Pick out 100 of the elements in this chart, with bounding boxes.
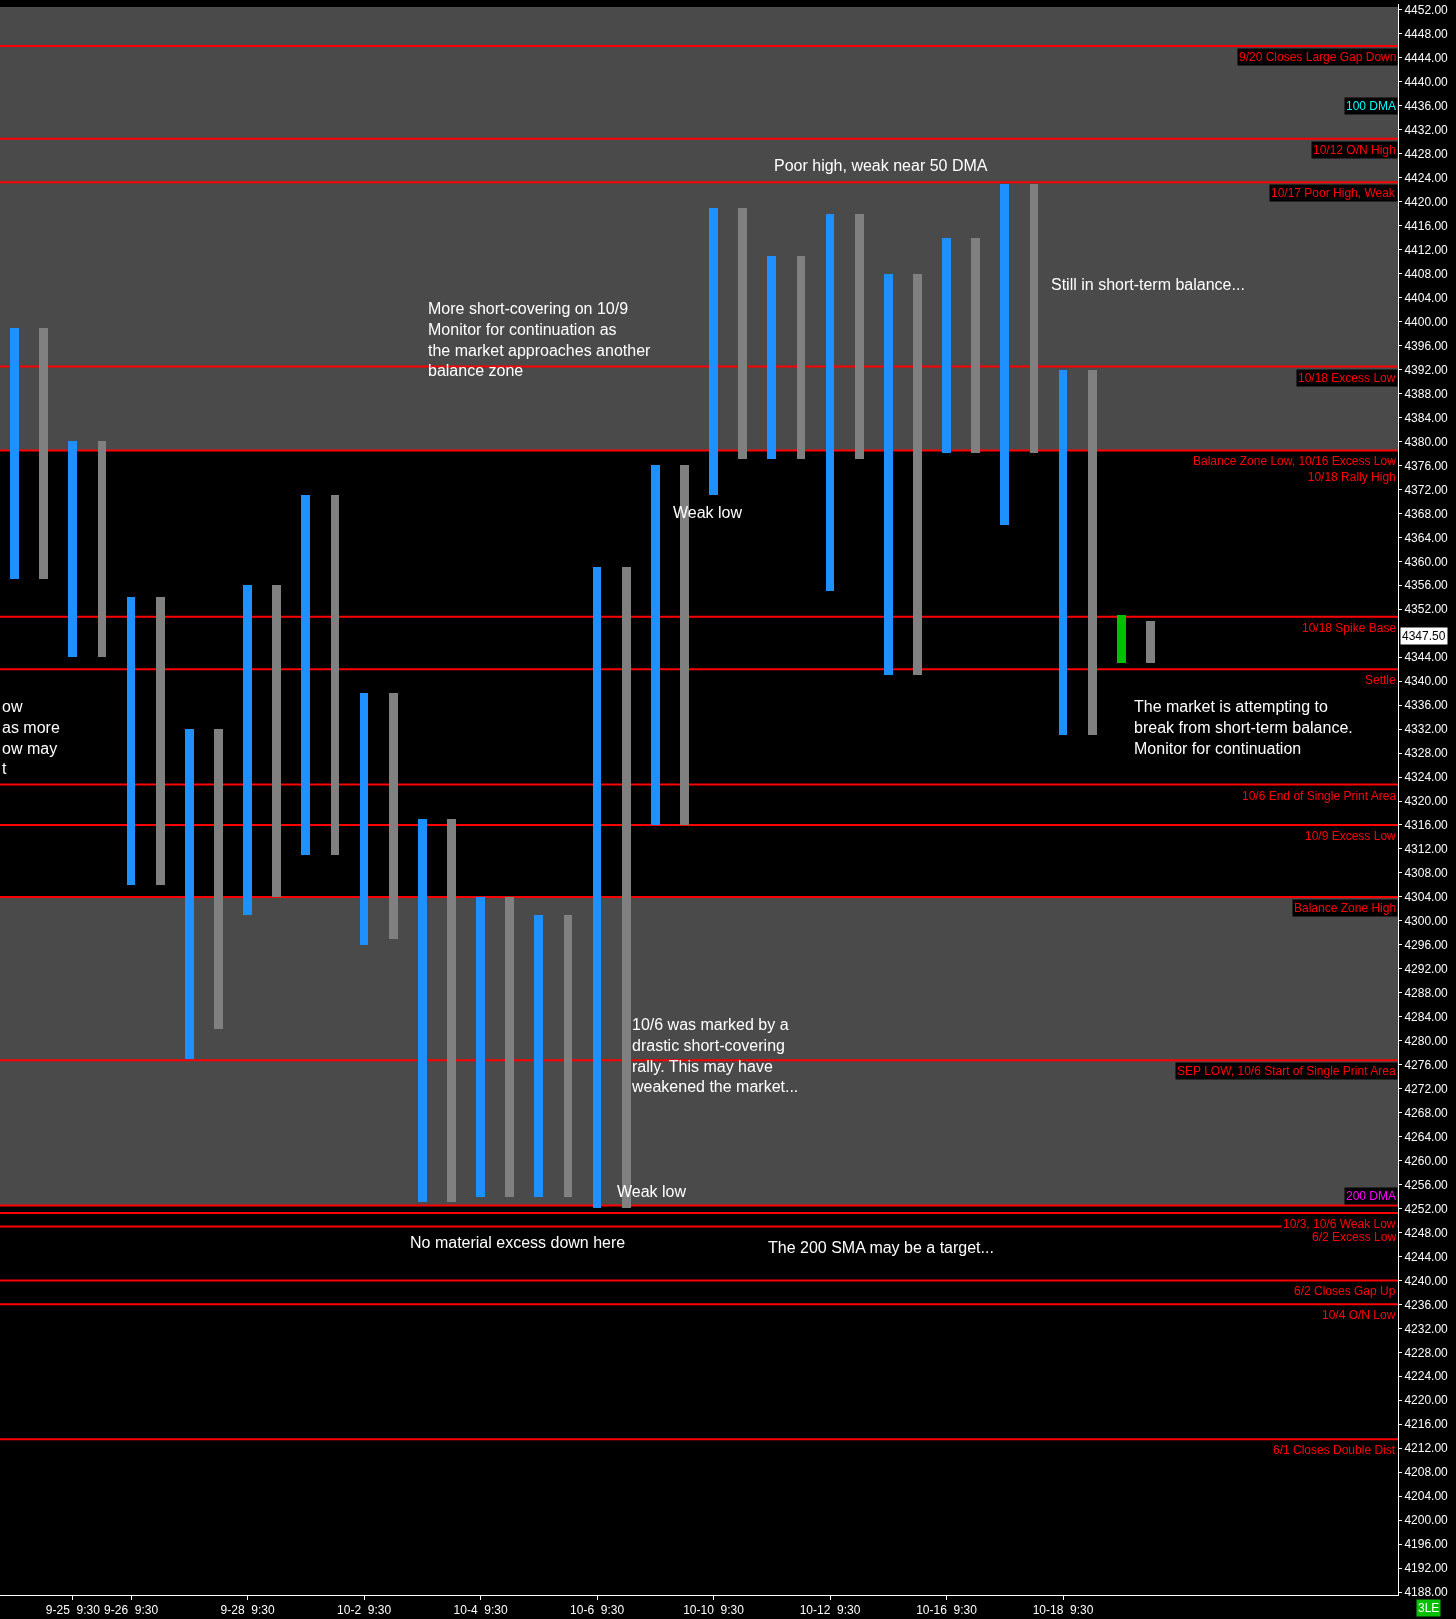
y-tick-label: 4320.00 (1404, 794, 1449, 809)
bar (331, 495, 339, 855)
bar (447, 819, 456, 1202)
y-tick-label: 4272.00 (1404, 1081, 1449, 1096)
y-tick-label: 4444.00 (1404, 51, 1449, 66)
bar (1030, 184, 1038, 453)
annotation: Poor high, weak near 50 DMA (774, 157, 988, 174)
bar (534, 915, 543, 1197)
annotation: More short-covering on 10/9 Monitor for continuation as the market approaches another balance zone (428, 300, 652, 380)
annotation: 200 DMA (1346, 1189, 1397, 1203)
y-tick-label: 4204.00 (1404, 1489, 1449, 1504)
bar (651, 465, 660, 825)
x-tick-label: 10-10 9:30 (683, 1603, 745, 1618)
ref-line-label: 10/12 O/N High (1313, 143, 1396, 157)
bar (185, 729, 194, 1059)
bar (476, 897, 485, 1197)
bar (855, 214, 864, 459)
y-tick-label: 4352.00 (1404, 602, 1449, 617)
bar (98, 441, 106, 657)
y-tick-label: 4396.00 (1404, 338, 1449, 353)
annotation: The market is attempting to break from short-term balance. Monitor for continuation (1134, 698, 1353, 757)
y-tick-label: 4420.00 (1404, 194, 1449, 209)
bar (214, 729, 223, 1029)
bar (1088, 370, 1097, 735)
bar (10, 328, 19, 579)
bar (301, 495, 310, 855)
ref-line-label: Balance Zone Low, 10/16 Excess Low 10/18 Rally High (1193, 454, 1397, 484)
text: 3LE (1418, 1601, 1440, 1615)
bar (738, 208, 747, 459)
y-tick-label: 4196.00 (1404, 1537, 1449, 1552)
y-tick-label: 4412.00 (1404, 242, 1449, 257)
y-tick-label: 4296.00 (1404, 938, 1449, 953)
ref-line-label: 6/2 Excess Low (1312, 1230, 1397, 1244)
ref-line-label: 10/18 Spike Base (1302, 621, 1397, 635)
y-tick-label: 4304.00 (1404, 890, 1449, 905)
y-tick-label: 4220.00 (1404, 1393, 1449, 1408)
y-tick-label: 4236.00 (1404, 1297, 1449, 1312)
bar (360, 693, 368, 945)
y-tick-label: 4436.00 (1404, 99, 1449, 114)
y-tick-label: 4268.00 (1404, 1105, 1449, 1120)
x-tick-label: 10-4 9:30 (453, 1603, 508, 1618)
bar (826, 214, 834, 591)
bar (709, 208, 718, 495)
y-tick-label: 4200.00 (1404, 1513, 1449, 1528)
annotation: Still in short-term balance... (1051, 276, 1245, 293)
y-tick-label: 4240.00 (1404, 1273, 1449, 1288)
y-tick-label: 4308.00 (1404, 866, 1449, 881)
y-tick-label: 4300.00 (1404, 914, 1449, 929)
ref-line-label: 10/18 Excess Low (1298, 371, 1396, 385)
y-tick-label: 4192.00 (1404, 1561, 1449, 1576)
bar (127, 597, 135, 885)
y-tick-label: 4244.00 (1404, 1249, 1449, 1264)
bar (505, 897, 514, 1197)
x-tick-label: 9-25 9:30 (45, 1603, 101, 1618)
y-tick-label: 4224.00 (1404, 1369, 1449, 1384)
bar (1059, 370, 1067, 735)
bar (1000, 184, 1009, 525)
y-tick-label: 4188.00 (1404, 1585, 1449, 1600)
bar (767, 256, 776, 459)
annotation: Weak low (617, 1183, 687, 1200)
x-tick-label: 10-12 9:30 (799, 1603, 861, 1618)
y-tick-label: 4388.00 (1404, 386, 1449, 401)
y-tick-label: 4284.00 (1404, 1009, 1449, 1024)
y-tick-label: 4208.00 (1404, 1465, 1449, 1480)
y-tick-label: 4448.00 (1404, 27, 1449, 42)
y-tick-label: 4340.00 (1404, 674, 1449, 689)
x-tick-label: 10-18 9:30 (1032, 1603, 1094, 1618)
y-tick-label: 4216.00 (1404, 1417, 1449, 1432)
y-tick-label: 4336.00 (1404, 698, 1449, 713)
ref-line-label: 6/2 Closes Gap Up (1294, 1284, 1396, 1298)
x-tick-label: 10-6 9:30 (570, 1603, 625, 1618)
annotation: 10/6 was marked by a drastic short-covering rally. This may have weakened the market... (631, 1016, 799, 1096)
y-tick-label: 4428.00 (1404, 147, 1449, 162)
y-tick-label: 4256.00 (1404, 1177, 1449, 1192)
ref-line-label: 10/17 Poor High, Weak (1271, 186, 1396, 200)
y-tick-label: 4376.00 (1404, 458, 1449, 473)
y-tick-label: 4264.00 (1404, 1129, 1449, 1144)
bar (884, 274, 893, 675)
y-tick-label: 4392.00 (1404, 362, 1449, 377)
y-tick-label: 4332.00 (1404, 722, 1449, 737)
annotation: The 200 SMA may be a target... (768, 1239, 994, 1256)
bar (797, 256, 805, 459)
bar (913, 274, 922, 675)
y-tick-label: 4280.00 (1404, 1033, 1449, 1048)
y-tick-label: 4276.00 (1404, 1057, 1449, 1072)
bar (156, 597, 165, 885)
y-tick-label: 4328.00 (1404, 746, 1449, 761)
bar (1146, 621, 1155, 663)
y-tick-label: 4312.00 (1404, 842, 1449, 857)
y-tick-label: 4356.00 (1404, 578, 1449, 593)
y-tick-label: 4248.00 (1404, 1225, 1449, 1240)
annotation: ow as more ow may t (2, 698, 60, 778)
x-tick-label: 10-2 9:30 (337, 1603, 392, 1618)
ref-line-label: 10/3, 10/6 Weak Low (1283, 1217, 1396, 1231)
y-tick-label: 4292.00 (1404, 961, 1449, 976)
bar (1117, 615, 1126, 663)
ref-line-label: Settle (1365, 673, 1397, 687)
y-tick-label: 4404.00 (1404, 290, 1449, 305)
y-tick-label: 4252.00 (1404, 1201, 1449, 1216)
y-tick-label: 4452.00 (1404, 3, 1449, 18)
